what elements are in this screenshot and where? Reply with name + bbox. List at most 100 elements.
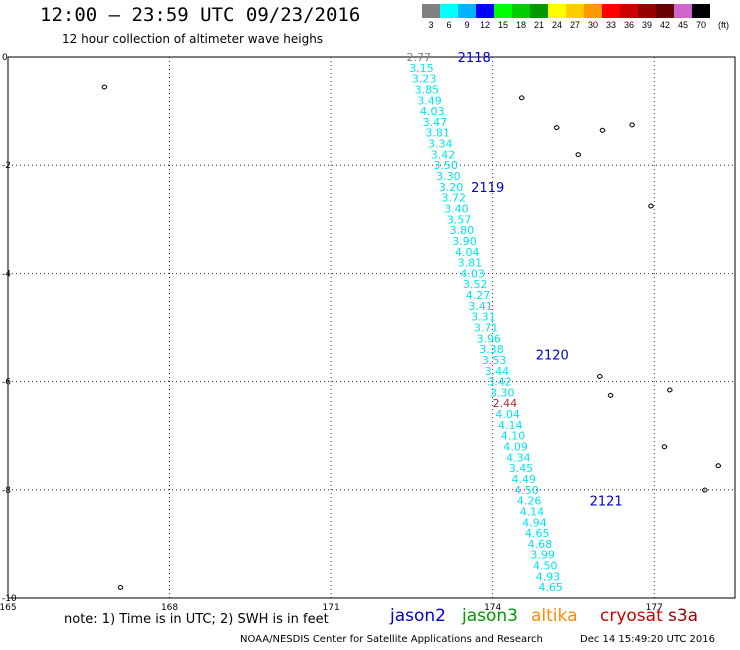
wave-height-value: 4.04 bbox=[455, 246, 480, 259]
legend-label: 24 bbox=[551, 20, 562, 30]
wave-height-value: 3.30 bbox=[490, 386, 515, 399]
legend-label: 21 bbox=[533, 20, 544, 30]
wave-height-value: 4.03 bbox=[420, 105, 445, 118]
wave-height-value: 3.53 bbox=[482, 354, 507, 367]
legend-label: 45 bbox=[677, 20, 688, 30]
island-outline bbox=[553, 125, 560, 131]
island-outline bbox=[518, 95, 525, 101]
wave-height-value: 3.30 bbox=[436, 170, 461, 183]
wave-height-value: 3.96 bbox=[477, 332, 502, 345]
wave-height-value: 3.49 bbox=[417, 94, 442, 107]
wave-height-value: 3.31 bbox=[471, 311, 496, 324]
legend-label: 39 bbox=[641, 20, 652, 30]
legend-label: 42 bbox=[659, 20, 670, 30]
wave-height-value: 3.34 bbox=[428, 138, 453, 151]
wave-height-value: 4.27 bbox=[466, 289, 491, 302]
wave-height-value: 3.71 bbox=[474, 322, 499, 335]
legend-bin: 39 bbox=[638, 4, 656, 30]
island-outline bbox=[661, 444, 668, 450]
satellite-name: altika bbox=[531, 606, 578, 626]
legend-swatch bbox=[674, 4, 692, 18]
wave-height-value: 4.14 bbox=[520, 505, 545, 518]
credit-text: NOAA/NESDIS Center for Satellite Applica… bbox=[240, 634, 543, 645]
legend-swatch bbox=[476, 4, 494, 18]
wave-height-value: 4.49 bbox=[512, 473, 536, 486]
lat-tick-label: -10 bbox=[2, 594, 17, 604]
wave-height-value: 2.77 bbox=[407, 51, 432, 64]
wave-height-value: 4.09 bbox=[503, 441, 527, 454]
pass-label: 2121 bbox=[590, 495, 623, 510]
wave-height-value: 3.42 bbox=[487, 376, 512, 389]
map-frame bbox=[7, 56, 736, 599]
wave-height-value: 3.15 bbox=[409, 62, 434, 75]
legend-swatch bbox=[548, 4, 566, 18]
legend-bin: 27 bbox=[566, 4, 584, 30]
wave-height-value: 3.23 bbox=[412, 73, 437, 86]
pass-label: 2120 bbox=[536, 349, 569, 364]
wave-height-value: 3.81 bbox=[458, 257, 483, 270]
wave-height-value: 3.80 bbox=[450, 224, 475, 237]
wave-height-value: 4.94 bbox=[522, 516, 547, 529]
wave-height-value: 3.52 bbox=[463, 278, 488, 291]
wave-height-value: 3.38 bbox=[479, 343, 504, 356]
island-outline bbox=[117, 584, 124, 590]
generation-timestamp: Dec 14 15:49:20 UTC 2016 bbox=[580, 634, 715, 645]
legend-label: 12 bbox=[479, 20, 490, 30]
wave-height-value: 3.44 bbox=[485, 365, 510, 378]
island-outline bbox=[607, 392, 614, 398]
wave-height-value: 4.65 bbox=[538, 581, 563, 594]
legend-swatch bbox=[494, 4, 512, 18]
wave-height-value: 4.10 bbox=[501, 430, 526, 443]
legend-label: 33 bbox=[605, 20, 616, 30]
legend-bin: 9 bbox=[458, 4, 476, 30]
island-outline bbox=[101, 84, 108, 90]
wave-height-value: 4.26 bbox=[517, 495, 542, 508]
wave-height-value: 3.72 bbox=[442, 192, 467, 205]
lat-tick-label: 0 bbox=[2, 53, 8, 63]
lat-tick-label: -6 bbox=[2, 378, 11, 388]
legend-swatch bbox=[512, 4, 530, 18]
wave-height-value: 3.81 bbox=[425, 127, 450, 140]
legend-bin: 70 bbox=[692, 4, 710, 30]
lat-tick-label: -8 bbox=[2, 486, 11, 496]
satellite-name: jason2 bbox=[390, 606, 446, 626]
lat-tick-label: -4 bbox=[2, 269, 11, 279]
lon-tick-label: 168 bbox=[161, 603, 178, 613]
wave-height-value: 3.45 bbox=[509, 462, 534, 475]
satellite-name: jason3 bbox=[462, 606, 518, 626]
legend-swatch bbox=[566, 4, 584, 18]
island-outline bbox=[666, 387, 673, 393]
wave-height-value: 4.65 bbox=[525, 527, 550, 540]
wave-height-value: 3.41 bbox=[468, 300, 493, 313]
wave-height-value: 4.68 bbox=[528, 538, 553, 551]
legend-bin: 36 bbox=[620, 4, 638, 30]
legend-bin: 12 bbox=[476, 4, 494, 30]
page-subtitle: 12 hour collection of altimeter wave hei… bbox=[62, 32, 324, 46]
wave-height-value: 4.03 bbox=[460, 267, 485, 280]
legend-label: 15 bbox=[497, 20, 508, 30]
legend-label: 6 bbox=[446, 20, 452, 30]
legend-swatch bbox=[584, 4, 602, 18]
lon-tick-label: 171 bbox=[323, 603, 340, 613]
legend-label: 27 bbox=[569, 20, 580, 30]
pass-label: 2118 bbox=[458, 51, 491, 66]
legend-label: 30 bbox=[587, 20, 598, 30]
island-outline bbox=[715, 463, 722, 469]
legend-swatch bbox=[530, 4, 548, 18]
island-outline bbox=[701, 487, 708, 493]
wave-height-value: 3.20 bbox=[439, 181, 464, 194]
wave-height-value: 2.44 bbox=[493, 397, 517, 410]
island-outline bbox=[596, 373, 603, 379]
island-outline bbox=[575, 152, 582, 158]
legend-swatch bbox=[620, 4, 638, 18]
footer-note: note: 1) Time is in UTC; 2) SWH is in fe… bbox=[64, 612, 329, 627]
legend-label: 18 bbox=[515, 20, 526, 30]
wave-height-value: 4.93 bbox=[536, 570, 561, 583]
satellite-name: cryosat bbox=[600, 606, 663, 626]
wave-height-value: 3.47 bbox=[423, 116, 448, 129]
island-outline bbox=[599, 127, 606, 133]
satellite-name: s3a bbox=[668, 606, 699, 626]
legend-bin: 30 bbox=[584, 4, 602, 30]
legend-swatch bbox=[692, 4, 710, 18]
